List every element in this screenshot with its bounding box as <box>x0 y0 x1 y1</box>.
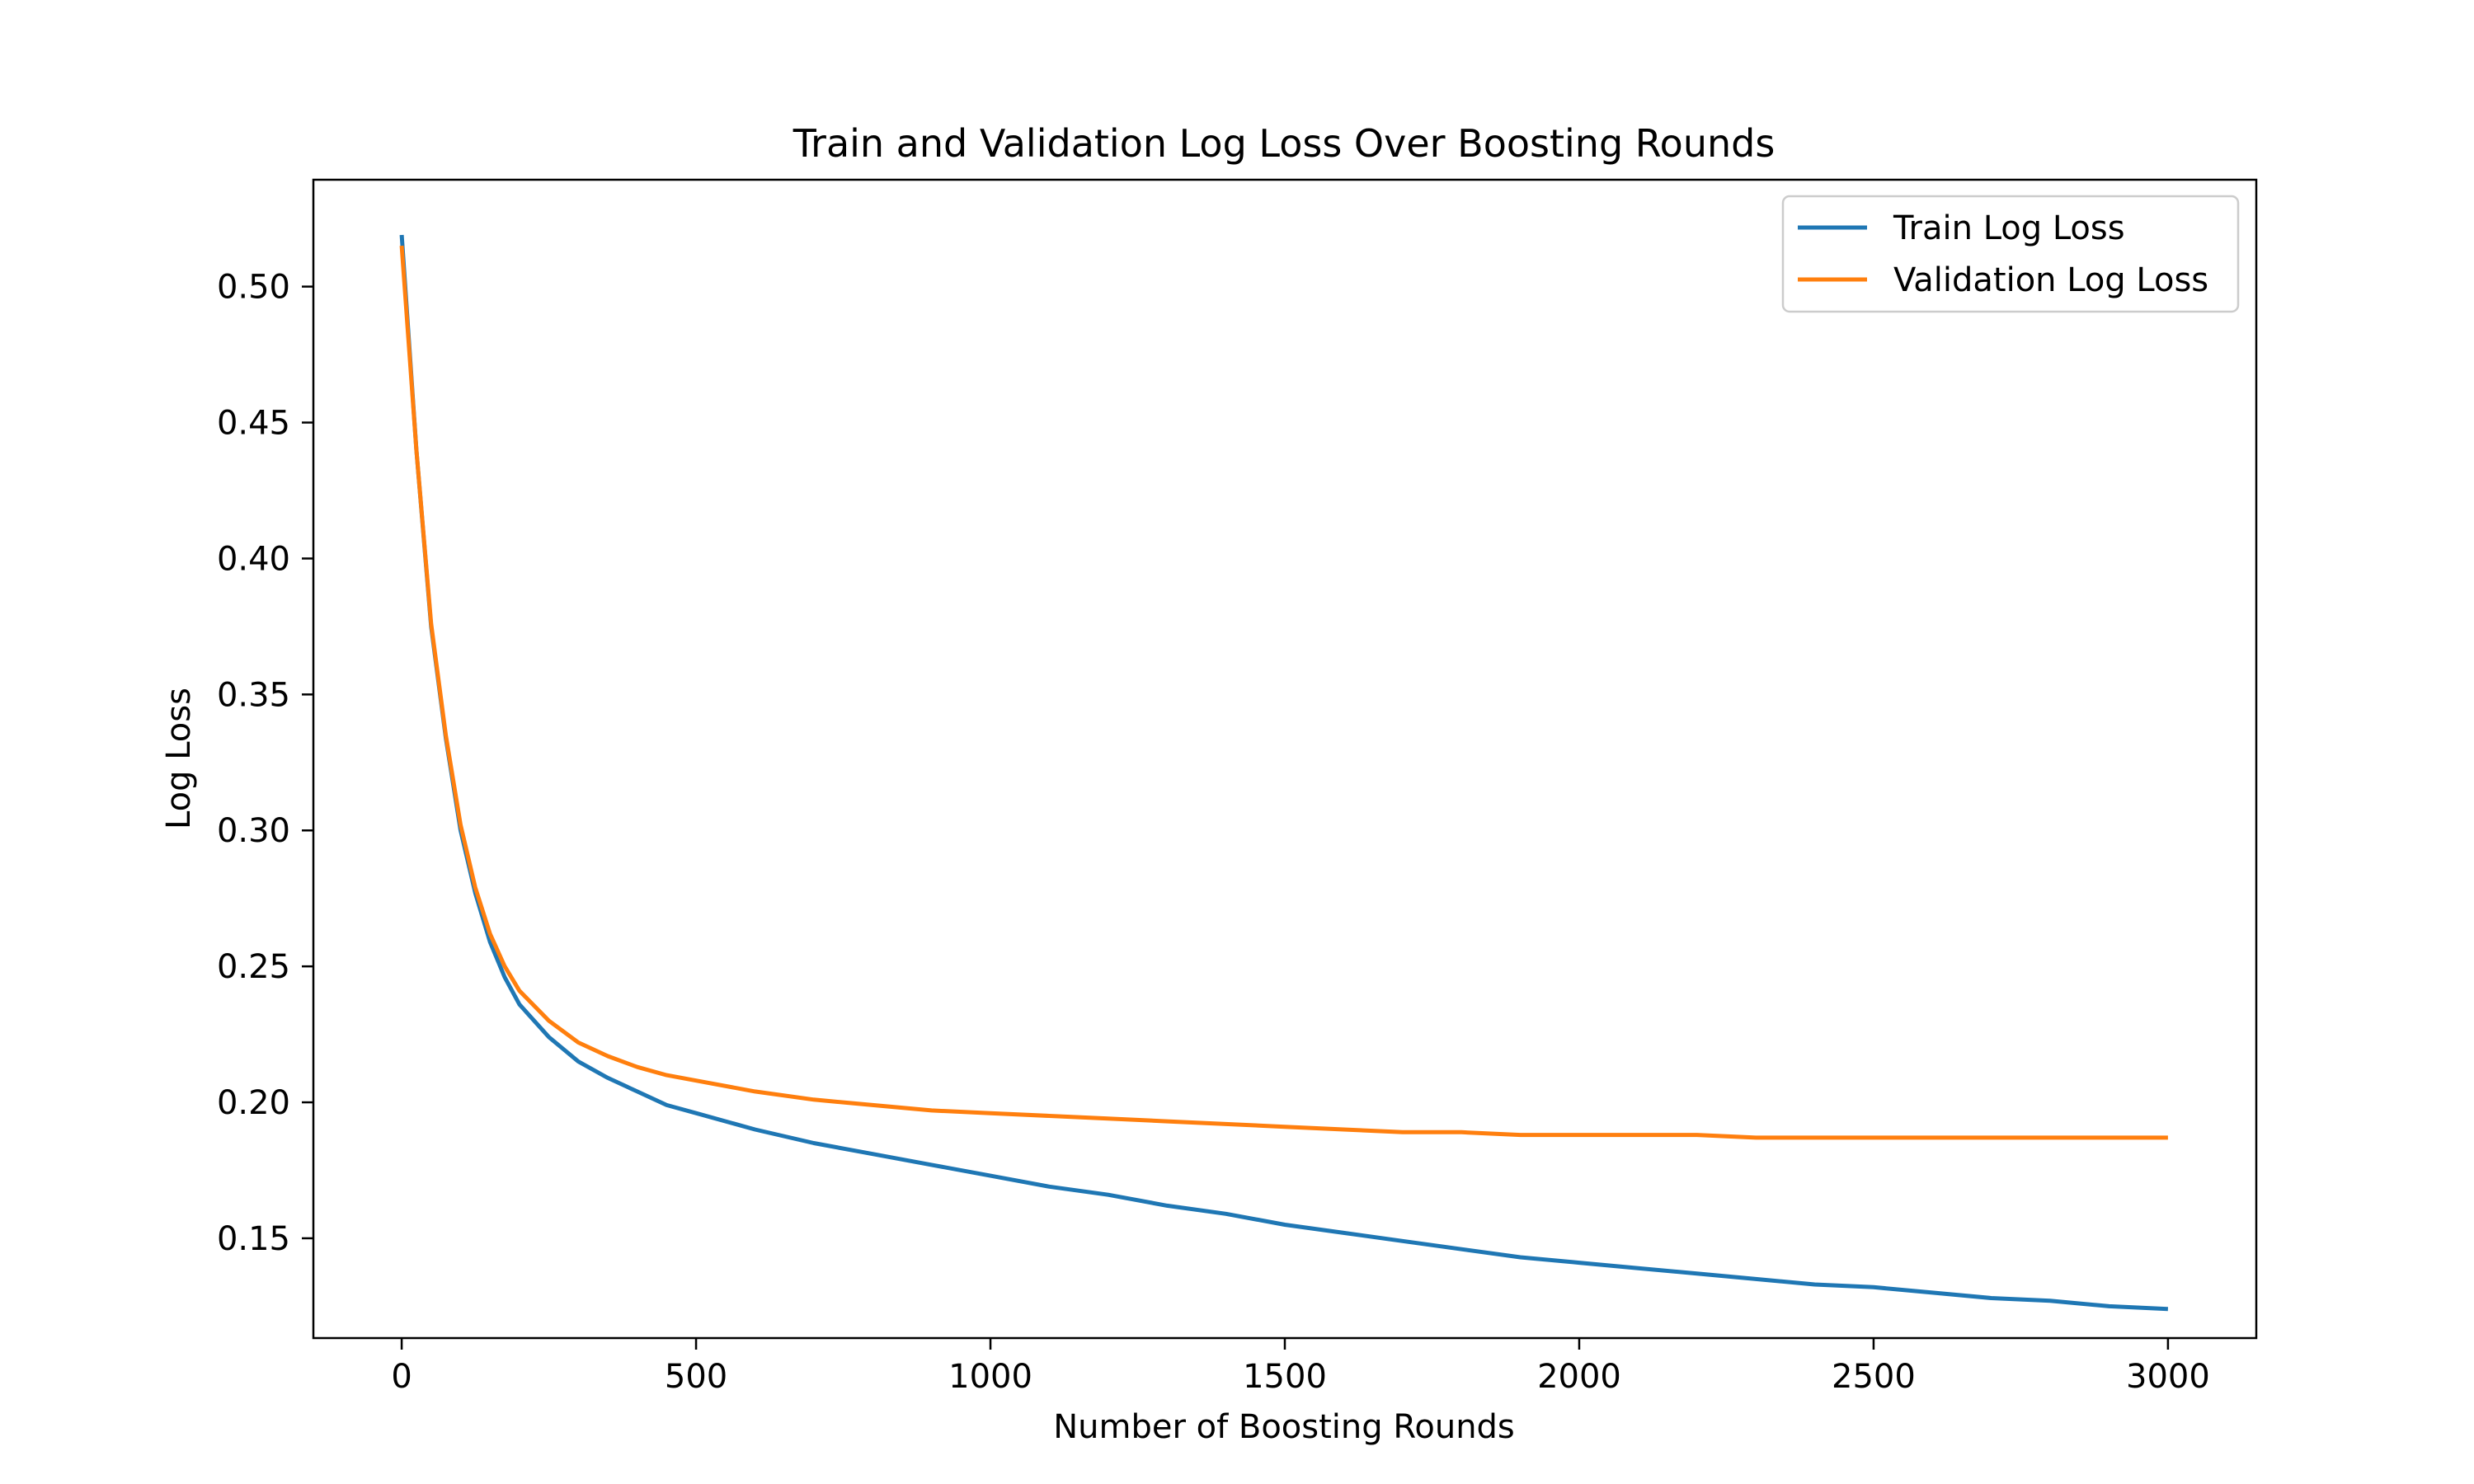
legend-box <box>1781 195 2240 313</box>
y-axis-label: Log Loss <box>160 688 198 829</box>
y-tick-label: 0.50 <box>217 269 290 307</box>
x-tick-label: 3000 <box>2126 1358 2210 1396</box>
x-tick-label: 2500 <box>1832 1358 1916 1396</box>
y-tick-label: 0.20 <box>217 1084 290 1122</box>
chart-title: Train and Validation Log Loss Over Boost… <box>793 121 1776 166</box>
x-axis-label: Number of Boosting Rounds <box>1053 1408 1515 1446</box>
x-tick-label: 0 <box>391 1358 412 1396</box>
legend: Train Log Loss Validation Log Loss <box>1781 195 2240 313</box>
x-tick-label: 500 <box>665 1358 727 1396</box>
y-axis: 0.15 0.20 0.25 0.30 0.35 0.40 0.45 0.50 <box>217 269 313 1258</box>
legend-label-validation: Validation Log Loss <box>1893 261 2208 299</box>
y-tick-label: 0.40 <box>217 540 290 578</box>
y-tick-label: 0.45 <box>217 405 290 443</box>
y-tick-label: 0.25 <box>217 948 290 986</box>
validation-log-loss-line <box>399 245 2168 1140</box>
series-layer <box>399 234 2169 1312</box>
y-tick-label: 0.30 <box>217 812 290 850</box>
train-log-loss-line <box>399 234 2169 1312</box>
x-tick-label: 1000 <box>948 1358 1032 1396</box>
y-tick-label: 0.35 <box>217 676 290 714</box>
x-axis: 0 500 1000 1500 2000 2500 3000 <box>391 1338 2210 1396</box>
x-tick-label: 1500 <box>1243 1358 1327 1396</box>
x-tick-label: 2000 <box>1537 1358 1621 1396</box>
legend-label-train: Train Log Loss <box>1893 209 2125 247</box>
y-tick-label: 0.15 <box>217 1220 290 1258</box>
